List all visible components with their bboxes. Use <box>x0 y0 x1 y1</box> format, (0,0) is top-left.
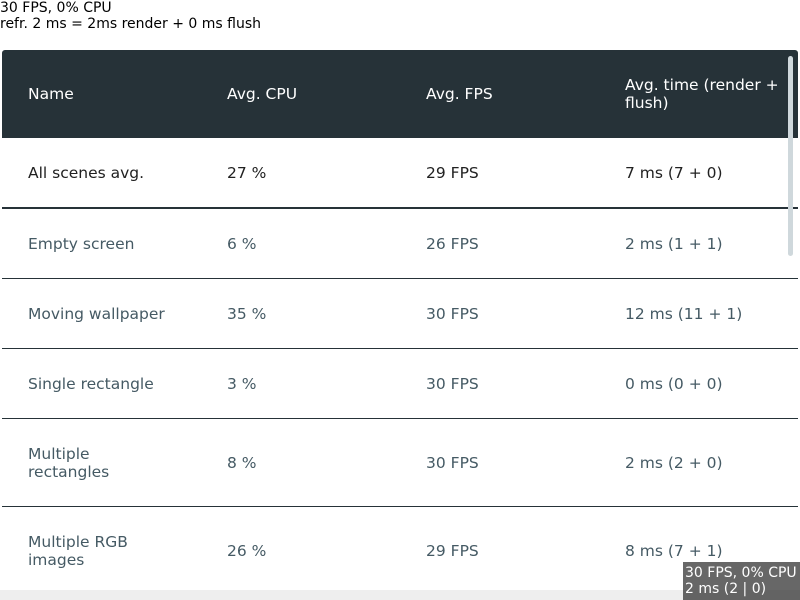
row-cpu: 8 % <box>227 453 257 472</box>
perf-monitor-overlay: 30 FPS, 0% CPU 2 ms (2 | 0) <box>683 562 800 600</box>
row-name: Multiple rectangles <box>28 444 110 481</box>
table-row: Empty screen 6 % 26 FPS 2 ms (1 + 1) <box>2 209 798 279</box>
row-name: Moving wallpaper <box>28 304 165 323</box>
row-cpu: 3 % <box>227 374 257 393</box>
table-row: Moving wallpaper 35 % 30 FPS 12 ms (11 +… <box>2 279 798 349</box>
table-row: Multiple rectangles 8 % 30 FPS 2 ms (2 +… <box>2 419 798 507</box>
header-avg-cpu: Avg. CPU <box>227 85 298 103</box>
row-name: Multiple RGB images <box>28 533 128 569</box>
perf-overlay-line-1: 30 FPS, 0% CPU <box>685 565 797 581</box>
row-time: 8 ms (7 + 1) <box>625 542 723 560</box>
row-name: Empty screen <box>28 234 135 253</box>
top-perf-line-2: refr. 2 ms = 2ms render + 0 ms flush <box>0 16 261 32</box>
row-fps: 30 FPS <box>426 374 479 393</box>
top-perf-info: 30 FPS, 0% CPU refr. 2 ms = 2ms render +… <box>0 0 261 32</box>
table-scrollbar[interactable] <box>788 56 793 256</box>
table-row: Single rectangle 3 % 30 FPS 0 ms (0 + 0) <box>2 349 798 419</box>
perf-overlay-line-2: 2 ms (2 | 0) <box>685 581 767 597</box>
row-fps: 29 FPS <box>426 163 479 182</box>
row-time: 7 ms (7 + 0) <box>625 163 723 182</box>
top-perf-line-1: 30 FPS, 0% CPU <box>0 0 112 16</box>
row-fps: 30 FPS <box>426 304 479 323</box>
header-avg-fps: Avg. FPS <box>426 85 493 103</box>
row-name: All scenes avg. <box>28 163 145 182</box>
row-fps: 26 FPS <box>426 234 479 253</box>
row-time: 2 ms (2 + 0) <box>625 453 723 472</box>
page-bottom-strip <box>0 590 800 600</box>
row-fps: 29 FPS <box>426 542 479 560</box>
benchmark-table[interactable]: Name Avg. CPU Avg. FPS Avg. time (render… <box>2 50 798 590</box>
row-time: 2 ms (1 + 1) <box>625 234 723 253</box>
table-row-avg: All scenes avg. 27 % 29 FPS 7 ms (7 + 0) <box>2 138 798 209</box>
table-header-row: Name Avg. CPU Avg. FPS Avg. time (render… <box>2 50 798 138</box>
row-cpu: 27 % <box>227 163 267 182</box>
row-fps: 30 FPS <box>426 453 479 472</box>
row-time: 12 ms (11 + 1) <box>625 304 743 323</box>
table-row: Multiple RGB images 26 % 29 FPS 8 ms (7 … <box>2 507 798 590</box>
header-name: Name <box>28 85 74 103</box>
row-cpu: 26 % <box>227 542 267 560</box>
header-avg-time: Avg. time (render + flush) <box>625 76 779 112</box>
row-cpu: 35 % <box>227 304 267 323</box>
row-cpu: 6 % <box>227 234 257 253</box>
row-name: Single rectangle <box>28 374 154 393</box>
row-time: 0 ms (0 + 0) <box>625 374 723 393</box>
